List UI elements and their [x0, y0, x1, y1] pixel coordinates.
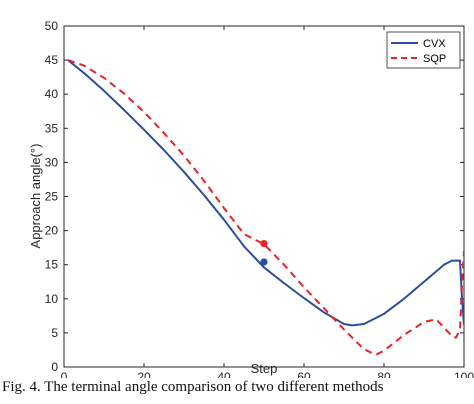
legend-sqp-label: SQP — [423, 53, 446, 65]
legend-cvx-label: CVX — [423, 38, 446, 50]
y-tick-label: 5 — [51, 326, 58, 340]
x-axis-label: Step — [251, 361, 278, 376]
series-layer — [67, 59, 464, 356]
legend: CVX SQP — [386, 31, 461, 69]
marker-cvx — [260, 258, 268, 266]
x-tick-label: 20 — [137, 370, 151, 378]
y-axis-label: Approach angle(°) — [28, 144, 43, 249]
y-tick-label: 15 — [45, 258, 59, 272]
y-tick-label: 10 — [45, 292, 59, 306]
figure-caption: Fig. 4. The terminal angle comparison of… — [2, 379, 384, 395]
y-tick-label: 30 — [45, 155, 59, 169]
marker-layer — [260, 239, 268, 266]
y-tick-label: 20 — [45, 224, 59, 238]
y-tick-label: 25 — [45, 190, 59, 204]
legend-box — [386, 31, 461, 69]
marker-sqp — [260, 239, 268, 248]
chart-figure: 0 20 40 60 80 100 0 5 10 15 20 25 30 35 40 45 50 Step Ap… — [28, 19, 474, 378]
x-tick-label: 100 — [454, 370, 474, 378]
x-tick-label: 40 — [217, 370, 231, 378]
x-tick-label: 0 — [61, 370, 68, 378]
x-tick-label: 60 — [297, 370, 311, 378]
y-tick-label: 0 — [51, 360, 58, 374]
series-line-sqp — [67, 59, 464, 356]
y-tick-label: 40 — [45, 87, 59, 101]
y-tick-label: 45 — [45, 53, 59, 67]
axis-ticks: 0 20 40 60 80 100 0 5 10 15 20 25 30 35 40 45 50 — [45, 19, 474, 378]
y-tick-label: 35 — [45, 121, 59, 135]
y-tick-label: 50 — [45, 19, 59, 33]
x-tick-label: 80 — [377, 370, 391, 378]
plot-area — [63, 25, 465, 368]
series-line-cvx — [67, 59, 464, 327]
